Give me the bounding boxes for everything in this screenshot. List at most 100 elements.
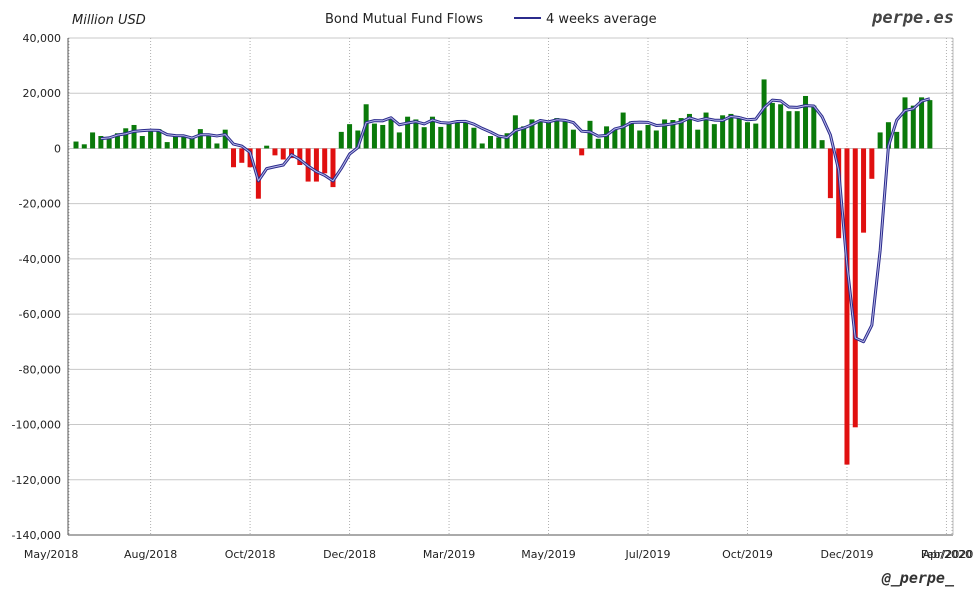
flow-bar xyxy=(496,137,502,149)
flow-bar xyxy=(255,148,261,199)
flow-bar xyxy=(371,123,377,149)
flow-bar xyxy=(405,116,411,149)
author-handle: @_perpe_ xyxy=(881,569,955,587)
flow-bar xyxy=(479,143,485,149)
flow-bar xyxy=(877,132,883,149)
flow-bar xyxy=(778,104,784,149)
x-tick-label: Jul/2019 xyxy=(625,548,671,561)
x-tick-label: Mar/2019 xyxy=(423,548,475,561)
y-tick-label: -140,000 xyxy=(12,529,61,542)
flow-bar xyxy=(488,136,493,149)
flow-bar xyxy=(214,143,220,149)
x-tick-label: Dec/2018 xyxy=(323,548,376,561)
flow-bar xyxy=(521,126,527,149)
flow-bar xyxy=(869,148,875,179)
flow-bar xyxy=(139,136,145,149)
x-tick-label: Feb/2020 xyxy=(921,548,972,561)
flow-bar xyxy=(81,144,87,149)
average-line-series xyxy=(100,97,931,344)
flow-bar xyxy=(570,129,576,149)
flow-bar xyxy=(172,136,178,149)
flow-bar xyxy=(587,120,593,149)
x-tick-label: May/2019 xyxy=(521,548,575,561)
flow-bar xyxy=(463,120,469,149)
flow-bar xyxy=(529,119,535,149)
x-axis-tick-labels: May/2018 Aug/2018 Oct/2018 Dec/2018 Mar/2019… xyxy=(24,548,973,561)
flow-bar xyxy=(562,121,568,149)
flow-bar xyxy=(114,133,120,149)
x-tick-label: Oct/2018 xyxy=(225,548,276,561)
brand-watermark: perpe.es xyxy=(871,8,954,28)
flow-bar xyxy=(380,124,386,149)
flow-bar xyxy=(769,102,775,149)
flow-bar xyxy=(98,136,104,149)
flow-bar xyxy=(239,148,245,163)
flow-bar xyxy=(322,148,328,174)
flow-bar xyxy=(280,148,286,160)
flow-bar xyxy=(247,148,253,168)
y-unit-label: Million USD xyxy=(72,13,146,28)
flow-bar xyxy=(910,105,916,149)
y-tick-label: 40,000 xyxy=(23,32,62,45)
flow-bar xyxy=(902,97,908,149)
y-tick-label: -100,000 xyxy=(12,419,61,432)
flow-bar xyxy=(852,148,858,428)
flow-bar xyxy=(131,124,137,149)
flow-bar xyxy=(836,148,842,239)
y-tick-label: -80,000 xyxy=(19,363,61,376)
flow-bar xyxy=(206,136,212,149)
flow-bar xyxy=(347,124,353,149)
legend-label: 4 weeks average xyxy=(546,12,657,27)
flow-bar xyxy=(794,111,800,149)
flow-bar xyxy=(429,116,435,149)
flow-bar xyxy=(803,95,809,149)
y-tick-label: -120,000 xyxy=(12,474,61,487)
flow-bar xyxy=(761,79,767,149)
flow-bar xyxy=(744,122,750,149)
flow-bar xyxy=(438,126,444,149)
flow-bar xyxy=(703,112,709,149)
flow-bar xyxy=(670,120,676,149)
flow-bar xyxy=(181,136,187,149)
flow-bar xyxy=(753,123,759,149)
flow-bar xyxy=(388,118,394,149)
flow-bar xyxy=(546,120,552,149)
average-line-inner xyxy=(100,98,931,343)
flow-bar xyxy=(197,129,203,149)
flow-bar xyxy=(123,128,129,149)
flow-bar xyxy=(786,111,792,149)
x-tick-label: May/2018 xyxy=(24,548,78,561)
flow-bar xyxy=(579,148,585,156)
flow-bar xyxy=(106,138,112,149)
x-tick-label: Aug/2018 xyxy=(124,548,177,561)
flow-bar xyxy=(537,120,543,149)
flow-bar xyxy=(728,113,734,149)
y-axis-tick-labels: 40,000 20,000 0 -20,000 -40,000 -60,000 -80,00… xyxy=(12,32,61,542)
flow-bar xyxy=(338,131,344,149)
flow-bar xyxy=(297,148,303,166)
flow-bar xyxy=(222,129,228,149)
x-tick-label: Dec/2019 xyxy=(820,548,873,561)
x-tick-label: Oct/2019 xyxy=(722,548,773,561)
flow-bar xyxy=(504,133,510,149)
flow-bar xyxy=(637,130,643,149)
y-tick-label: -60,000 xyxy=(19,308,61,321)
flow-bar xyxy=(662,119,668,149)
flow-bar xyxy=(695,129,701,149)
flow-bar xyxy=(711,124,717,149)
flow-bar xyxy=(264,145,270,149)
flow-bar xyxy=(919,97,925,149)
flow-bar xyxy=(686,113,692,149)
flow-bar xyxy=(645,124,651,149)
y-tick-label: -20,000 xyxy=(19,198,61,211)
flow-bar xyxy=(396,132,402,149)
y-tick-label: 0 xyxy=(54,142,61,155)
flow-bar xyxy=(355,130,361,149)
flow-bar xyxy=(330,148,336,188)
flow-bar xyxy=(413,119,419,149)
flow-bar xyxy=(164,142,170,149)
flow-bar xyxy=(861,148,867,233)
flow-bar xyxy=(653,130,659,149)
flow-bar xyxy=(156,129,162,149)
